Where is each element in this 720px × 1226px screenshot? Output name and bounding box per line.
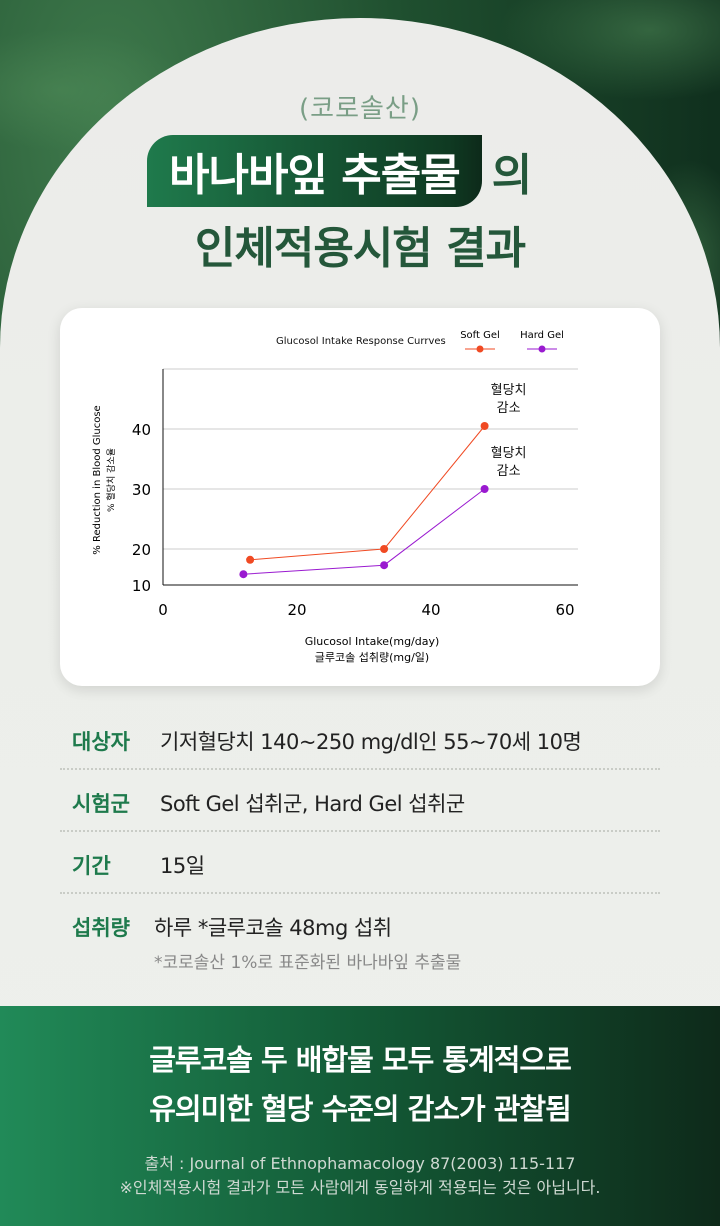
annotation-label: 혈당치: [491, 446, 527, 461]
title-highlight: 바나바잎 추출물: [147, 135, 482, 207]
x-axis-label-ko: 글루코솔 섭취량(mg/일): [315, 650, 429, 664]
data-point: [480, 422, 489, 430]
summary-footer: 글루코솔 두 배합물 모두 통계적으로 유의미한 혈당 수준의 감소가 관찰됨 …: [0, 1006, 720, 1226]
info-value: 하루 *글루코솔 48mg 섭취: [154, 916, 392, 940]
page-title: 바나바잎 추출물 의: [147, 135, 532, 207]
legend-hard-gel-marker: [538, 345, 546, 353]
info-value: Soft Gel 섭취군, Hard Gel 섭취군: [160, 792, 465, 816]
summary-text: 글루코솔 두 배합물 모두 통계적으로 유의미한 혈당 수준의 감소가 관찰됨: [0, 1036, 720, 1134]
y-axis-label: % Reduction in Blood Glucose: [92, 405, 103, 554]
info-row-period: 기간 15일: [60, 832, 660, 894]
x-axis-label: Glucosol Intake(mg/day): [305, 635, 440, 648]
legend-hard-gel: Hard Gel: [520, 330, 564, 341]
series-line-0: [250, 425, 485, 561]
x-tick-label: 60: [555, 601, 574, 619]
series-line-1: [243, 488, 485, 575]
info-row-groups: 시험군 Soft Gel 섭취군, Hard Gel 섭취군: [60, 770, 660, 832]
y-tick-label: 20: [132, 541, 151, 559]
annotation-label: 감소: [497, 401, 521, 416]
title-line2: 인체적용시험 결과: [194, 223, 526, 274]
data-point: [380, 561, 389, 570]
info-row-dose: 섭취량 하루 *글루코솔 48mg 섭취 *코로솔산 1%로 표준화된 바나바잎…: [60, 894, 660, 974]
data-point: [239, 570, 248, 579]
data-point: [246, 555, 255, 564]
subtitle: (코로솔산): [299, 94, 421, 124]
summary-line1: 글루코솔 두 배합물 모두 통계적으로: [149, 1043, 572, 1077]
info-note: *코로솔산 1%로 표준화된 바나바잎 추출물: [154, 953, 462, 973]
data-point: [380, 545, 389, 553]
y-tick-label: 40: [132, 421, 151, 439]
info-value: 기저혈당치 140~250 mg/dl인 55~70세 10명: [160, 730, 582, 754]
legend-soft-gel: Soft Gel: [460, 330, 500, 341]
x-tick-label: 40: [421, 601, 440, 619]
info-value: 15일: [160, 854, 205, 878]
disclaimer: ※인체적용시험 결과가 모든 사람에게 동일하게 적용되는 것은 아닙니다.: [119, 1178, 601, 1197]
y-tick-label: 10: [132, 577, 151, 595]
line-chart: Glucosol Intake Response Currves Soft Ge…: [92, 330, 578, 664]
annotation-label: 혈당치: [491, 383, 527, 398]
trial-info: 대상자 기저혈당치 140~250 mg/dl인 55~70세 10명 시험군 …: [60, 708, 660, 974]
legend-soft-gel-marker: [476, 345, 484, 353]
x-tick-label: 0: [158, 601, 168, 619]
y-tick-label: 30: [132, 481, 151, 499]
info-label: 대상자: [72, 730, 130, 754]
info-label: 섭취량: [72, 916, 130, 940]
title-suffix: 의: [491, 150, 533, 201]
info-row-subjects: 대상자 기저혈당치 140~250 mg/dl인 55~70세 10명: [60, 708, 660, 770]
source-citation: 출처 : Journal of Ethnophamacology 87(2003…: [144, 1154, 576, 1173]
x-tick-label: 20: [287, 601, 306, 619]
summary-line2: 유의미한 혈당 수준의 감소가 관찰됨: [149, 1092, 572, 1126]
annotation-label: 감소: [497, 464, 521, 479]
data-point: [480, 485, 489, 493]
chart-card: Glucosol Intake Response Currves Soft Ge…: [60, 308, 660, 686]
chart-title: Glucosol Intake Response Currves: [276, 336, 446, 347]
y-axis-label-ko: % 혈당치 감소율: [105, 448, 117, 512]
info-label: 기간: [72, 854, 111, 878]
info-label: 시험군: [72, 792, 130, 816]
legend: Soft Gel Hard Gel: [460, 330, 564, 353]
source-text: 출처 : Journal of Ethnophamacology 87(2003…: [0, 1152, 720, 1200]
